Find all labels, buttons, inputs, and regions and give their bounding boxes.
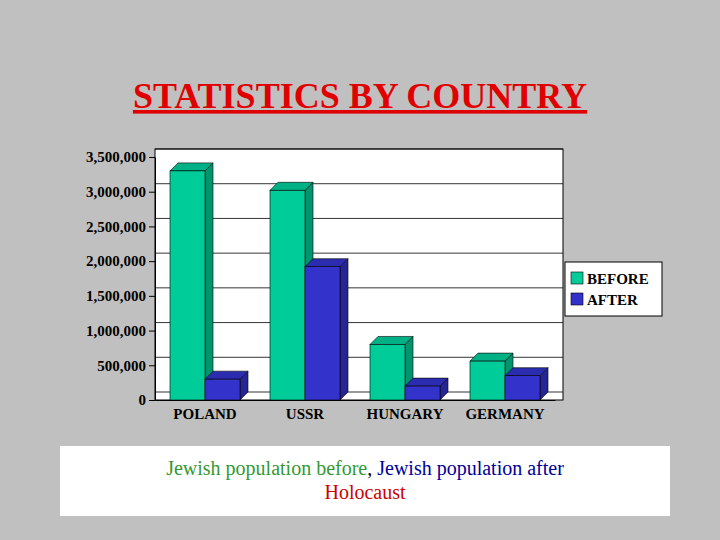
bar-top	[405, 378, 448, 386]
y-tick: 2,000,000	[86, 253, 155, 269]
x-tick-label: POLAND	[173, 406, 237, 422]
bar-group	[405, 378, 448, 400]
x-tick: GERMANY	[465, 400, 544, 422]
y-tick-label: 2,000,000	[86, 253, 146, 269]
y-tick: 2,500,000	[86, 219, 155, 235]
bar	[305, 267, 340, 400]
bar-top	[305, 259, 348, 267]
bar-top	[170, 163, 213, 171]
y-tick-label: 3,000,000	[86, 184, 146, 200]
y-tick-mark	[149, 331, 155, 332]
y-tick-mark	[149, 365, 155, 366]
bar-group	[205, 371, 248, 400]
bar-top	[470, 353, 513, 361]
caption-part: Jewish population after	[377, 457, 564, 479]
bar	[370, 344, 405, 400]
y-tick: 3,000,000	[86, 184, 155, 200]
legend-label: AFTER	[587, 292, 638, 308]
y-tick-mark	[149, 400, 155, 401]
grid-line	[155, 253, 563, 254]
bars	[170, 163, 548, 400]
legend-label: BEFORE	[587, 271, 649, 287]
plot-area	[155, 149, 563, 400]
y-tick-mark	[149, 157, 155, 158]
y-tick: 500,000	[97, 358, 155, 374]
caption-part: ,	[367, 457, 372, 479]
y-tick-label: 2,500,000	[86, 219, 146, 235]
bar-top	[270, 182, 313, 190]
y-tick: 1,000,000	[86, 323, 155, 339]
caption-part: Holocaust	[60, 480, 670, 504]
x-axis: POLAND USSR HUNGARY GERMANY	[156, 400, 556, 422]
legend-swatch	[571, 293, 583, 305]
bar	[170, 171, 205, 400]
y-axis-line	[155, 158, 156, 401]
x-axis-line	[156, 400, 556, 401]
x-tick-label: USSR	[286, 406, 325, 422]
caption-part: Jewish population before	[166, 457, 367, 479]
legend: BEFORE AFTER	[565, 262, 662, 316]
grid-line	[155, 149, 563, 150]
title: STATISTICS BY COUNTRY	[133, 76, 587, 116]
y-tick: 1,500,000	[86, 288, 155, 304]
bar	[405, 386, 440, 400]
grid-line	[155, 322, 563, 323]
bar	[470, 361, 505, 400]
bar-top	[505, 368, 548, 376]
bar	[205, 379, 240, 400]
y-tick-label: 3,500,000	[86, 149, 146, 165]
bar-top	[370, 336, 413, 344]
y-tick-mark	[149, 261, 155, 262]
y-tick: 0	[139, 392, 156, 408]
grid-line	[155, 287, 563, 288]
y-tick-label: 1,500,000	[86, 288, 146, 304]
x-tick: HUNGARY	[367, 400, 444, 422]
y-axis: 0 500,000 1,000,000 1,500,000 2,000,000 2,500…	[86, 149, 156, 408]
legend-box	[565, 262, 662, 316]
y-tick-mark	[149, 192, 155, 193]
bar-group	[305, 259, 348, 400]
y-tick-label: 1,000,000	[86, 323, 146, 339]
y-tick-mark	[149, 226, 155, 227]
bar-group	[170, 163, 213, 400]
bar-side	[205, 163, 213, 400]
y-tick-label: 500,000	[97, 358, 146, 374]
bar-group	[505, 368, 548, 400]
grid	[155, 149, 563, 392]
x-tick: USSR	[286, 400, 325, 422]
x-tick: POLAND	[173, 400, 237, 422]
y-tick: 3,500,000	[86, 149, 155, 165]
y-tick-mark	[149, 296, 155, 297]
legend-swatch	[571, 272, 583, 284]
x-tick-label: HUNGARY	[367, 406, 444, 422]
bar-top	[205, 371, 248, 379]
grid-line	[155, 183, 563, 184]
bar	[270, 190, 305, 400]
grid-line	[155, 218, 563, 219]
bar	[505, 376, 540, 400]
bar-side	[340, 259, 348, 400]
y-tick-label: 0	[139, 392, 147, 408]
x-tick-label: GERMANY	[465, 406, 544, 422]
caption-box: Jewish population before,Jewish populati…	[60, 446, 670, 516]
